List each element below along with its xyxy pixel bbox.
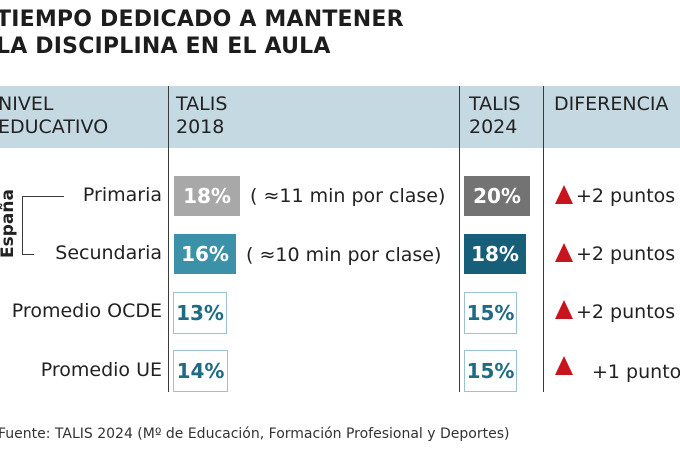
diff-secundaria: +2 puntos — [576, 243, 676, 265]
header-talis-2024: TALIS 2024 — [469, 93, 521, 138]
divider-col-3 — [543, 86, 544, 392]
value-2018-promedio-ocde: 13% — [173, 292, 227, 334]
row-label-secundaria: Secundaria — [55, 242, 162, 264]
triangle-up-icon — [555, 356, 573, 375]
value-2018-primaria: 18% — [174, 176, 240, 216]
diff-primaria: +2 puntos — [576, 185, 676, 207]
value-2024-primaria: 20% — [464, 176, 530, 216]
note-secundaria: ( ≈10 min por clase) — [246, 244, 442, 266]
header-nivel-educativo: NIVEL EDUCATIVO — [0, 93, 109, 138]
page-title: TIEMPO DEDICADO A MANTENER LA DISCIPLINA… — [0, 6, 556, 60]
header-diferencia: DIFERENCIA — [554, 93, 669, 115]
value-2024-promedio-ocde: 15% — [464, 292, 517, 334]
value-2018-promedio-ue: 14% — [173, 350, 228, 392]
row-label-primaria: Primaria — [82, 184, 162, 206]
source-note: Fuente: TALIS 2024 (Mº de Educación, For… — [0, 426, 510, 442]
triangle-up-icon — [555, 185, 573, 204]
diff-promedio-ue: +1 punto — [592, 361, 680, 383]
group-label-espana: España — [0, 189, 18, 258]
title-line-1: TIEMPO DEDICADO A MANTENER — [0, 7, 404, 32]
note-primaria: ( ≈11 min por clase) — [250, 185, 446, 207]
divider-col-1 — [168, 86, 169, 392]
divider-col-2 — [459, 86, 460, 392]
value-2018-secundaria: 16% — [174, 234, 236, 274]
row-label-promedio-ocde: Promedio OCDE — [11, 300, 162, 322]
value-2024-promedio-ue: 15% — [464, 350, 517, 392]
bracket-top — [22, 196, 64, 197]
triangle-up-icon — [555, 243, 573, 262]
value-2024-secundaria: 18% — [464, 234, 526, 274]
diff-promedio-ocde: +2 puntos — [576, 301, 676, 323]
triangle-up-icon — [555, 300, 573, 319]
header-talis-2018: TALIS 2018 — [176, 93, 228, 138]
row-label-promedio-ue: Promedio UE — [40, 359, 162, 381]
bracket-bottom — [22, 254, 34, 255]
bracket-vertical — [22, 196, 23, 254]
title-line-2: LA DISCIPLINA EN EL AULA — [0, 34, 331, 59]
table-header — [0, 86, 680, 148]
